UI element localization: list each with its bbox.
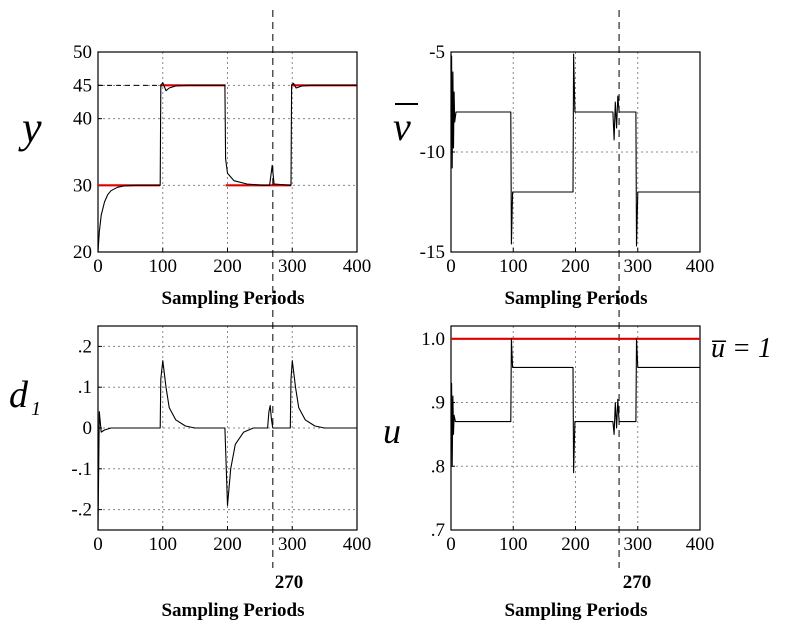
panel-d1-disturbance: 0 100 200 300 400 -.2 -.1 0 .1 .2	[71, 325, 372, 555]
panel-d1-ylabel: d	[9, 374, 29, 416]
panel-v-ylabel: v	[393, 104, 411, 149]
panel-d1-xtick-label: 400	[343, 534, 372, 555]
panel-y-xtick-label: 100	[149, 256, 178, 277]
panel-y-signal-line	[97, 82, 357, 253]
panel-y-ytick-label: 40	[73, 109, 92, 130]
panel-d1-xtick-label: 200	[213, 534, 242, 555]
panel-u-ytick-label: 1.0	[421, 329, 445, 350]
panel-d1-xlabel: Sampling Periods	[161, 600, 304, 621]
panel-u-vline-label: 270	[623, 572, 652, 593]
panel-u-input: 0 100 200 300 400 .7 .8 .9 1.0	[421, 325, 715, 555]
panel-u-xtick-label: 400	[686, 534, 715, 555]
panel-d1-signal-line	[97, 360, 357, 531]
panel-u-xtick-label: 200	[561, 534, 590, 555]
panel-u-ytick-label: .8	[431, 456, 445, 477]
panel-u-xlabel: Sampling Periods	[504, 600, 647, 621]
panel-d1-ytick-label: .2	[78, 336, 92, 357]
panel-v-xlabel: Sampling Periods	[504, 288, 647, 309]
panel-v-ylabel-group: v	[393, 103, 418, 149]
panel-d1-ytick-label: -.2	[71, 500, 92, 521]
panel-y-ytick-label: 50	[73, 42, 92, 63]
panel-d1-ytick-label: .1	[78, 377, 92, 398]
panel-v-xtick-label: 300	[624, 256, 653, 277]
panel-u-xtick-label: 0	[446, 534, 456, 555]
panel-y-ylabel: y	[18, 103, 42, 152]
panel-d1-ylabel-subscript: 1	[31, 398, 41, 420]
panel-y-xtick-label: 300	[278, 256, 307, 277]
panel-v-average: 0 100 200 300 400 -15 -10 -5	[420, 10, 715, 568]
panel-v-ytick-label: -15	[420, 242, 445, 263]
panel-v-ytick-label: -5	[429, 42, 445, 63]
panel-v-signal-line	[450, 53, 700, 247]
panel-y-xlabel: Sampling Periods	[161, 288, 304, 309]
panel-u-xtick-label: 100	[499, 534, 528, 555]
panel-d1-xtick-label: 100	[149, 534, 178, 555]
panel-u-signal-line	[450, 338, 700, 474]
panel-y-xtick-label: 200	[213, 256, 242, 277]
panel-d1-ylabel-group: d 1	[9, 374, 41, 420]
panel-u-ylabel: u	[383, 411, 401, 451]
panel-u-xtick-label: 300	[624, 534, 653, 555]
panel-y-xtick-label: 0	[93, 256, 103, 277]
panel-d1-ytick-label: -.1	[71, 459, 92, 480]
panel-d1-xtick-label: 300	[278, 534, 307, 555]
panel-y-xtick-label: 400	[343, 256, 372, 277]
panel-v-xtick-label: 200	[561, 256, 590, 277]
panel-y-ytick-label: 20	[73, 242, 92, 263]
panel-v-xtick-label: 100	[499, 256, 528, 277]
panel-v-ytick-label: -10	[420, 142, 445, 163]
panel-y-output: 0 100 200 300 400 20 30 40 45 50	[73, 10, 371, 568]
panel-v-xtick-label: 0	[446, 256, 456, 277]
panel-u-annotation: u̅ = 1	[711, 333, 772, 364]
panel-y-ytick-label: 30	[73, 175, 92, 196]
panel-d1-ytick-label: 0	[83, 418, 93, 439]
panel-d1-xtick-label: 0	[93, 534, 103, 555]
panel-d1-vline-label: 270	[275, 572, 304, 593]
panel-v-xtick-label: 400	[686, 256, 715, 277]
panel-u-ytick-label: .9	[431, 393, 445, 414]
panel-u-ytick-label: .7	[431, 520, 445, 541]
panel-y-ytick-label: 45	[73, 75, 92, 96]
